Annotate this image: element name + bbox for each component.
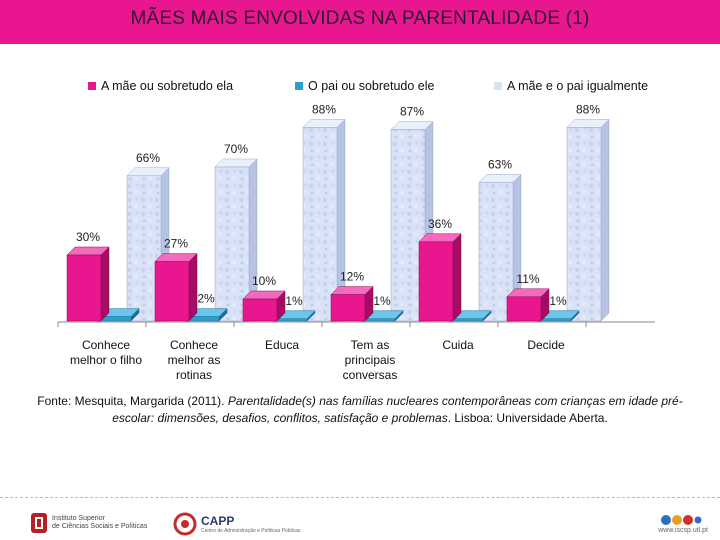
legend-label-both: A mãe e o pai igualmente: [507, 79, 649, 93]
category-label-4: Cuida: [442, 338, 474, 352]
data-label-s1-c2: 1%: [285, 294, 303, 308]
category-label-line: Decide: [527, 338, 565, 352]
data-label-s2-c3: 87%: [400, 105, 424, 119]
data-label-s2-c2: 88%: [312, 102, 336, 116]
bar-s0-c2: [242, 298, 278, 322]
category-label-line: Conhece: [170, 338, 218, 352]
bar-s0-c5: [506, 296, 542, 322]
data-label-s0-c1: 27%: [164, 237, 188, 251]
data-label-s0-c2: 10%: [252, 274, 276, 288]
category-label-line: Educa: [265, 338, 299, 352]
legend-label-mother: A mãe ou sobretudo ela: [101, 79, 234, 93]
data-label-s0-c5: 11%: [516, 272, 539, 286]
data-label-s0-c3: 12%: [340, 270, 364, 284]
data-label-s0-c4: 36%: [428, 217, 452, 231]
capp-logo: CAPP Centro de Administração e Políticas…: [173, 512, 301, 536]
bar-s2-c0: [126, 175, 162, 322]
legend-item-both: A mãe e o pai igualmente: [494, 79, 648, 93]
bar-s0-c1: [154, 261, 190, 322]
bar-s0-c3: [330, 294, 366, 322]
footer-url: www.iscsp.utl.pt: [658, 527, 708, 534]
bar-chart: 30% 27% 10% 12% 36% 11% 2% 1% 1% 1% 66% 70% 88% 87% 63…: [57, 102, 655, 382]
iscsp-logo: Instituto Superior de Ciências Sociais e…: [30, 512, 147, 534]
capp-sub: Centro de Administração e Políticas Públ…: [201, 527, 301, 534]
bar-side-s0-c1: [188, 252, 198, 322]
category-label-line: Conhece: [82, 338, 130, 352]
category-label-2: Educa: [265, 338, 299, 352]
bar-s2-c5: [566, 127, 602, 322]
bar-s0-c4: [418, 241, 454, 322]
data-label-s1-c3: 1%: [373, 294, 391, 308]
bar-s2-c2: [302, 127, 338, 322]
bar-side-s2-c5: [600, 118, 610, 322]
legend-swatch-both: [494, 82, 502, 90]
iscsp-line1: Instituto Superior: [52, 515, 105, 522]
category-label-5: Decide: [527, 338, 565, 352]
data-label-s2-c5: 88%: [576, 102, 600, 116]
category-label-line: conversas: [343, 368, 398, 382]
data-label-s2-c1: 70%: [224, 142, 248, 156]
source-citation: Fonte: Mesquita, Margarida (2011). Paren…: [20, 393, 700, 427]
iscsp-line2: de Ciências Sociais e Políticas: [52, 523, 148, 530]
category-label-line: principais: [345, 353, 396, 367]
legend-swatch-father: [295, 82, 303, 90]
legend-label-father: O pai ou sobretudo ele: [308, 79, 435, 93]
title-banner: MÃES MAIS ENVOLVIDAS NA PARENTALIDADE (1…: [0, 0, 720, 44]
category-label-line: melhor as: [168, 353, 221, 367]
bar-s0-c0: [66, 254, 102, 322]
source-suffix: . Lisboa: Universidade Aberta.: [447, 411, 608, 425]
iscsp-emblem-icon: [31, 513, 47, 533]
data-label-s0-c0: 30%: [76, 230, 100, 244]
capp-name: CAPP: [201, 513, 235, 528]
bar-side-s0-c0: [100, 246, 110, 322]
legend-swatch-mother: [88, 82, 96, 90]
category-label-line: Cuida: [442, 338, 474, 352]
category-label-1: Conhece melhor as rotinas: [168, 338, 221, 382]
legend-item-father: O pai ou sobretudo ele: [295, 79, 434, 93]
data-label-s1-c1: 2%: [197, 292, 215, 306]
category-label-line: Tem as: [351, 338, 390, 352]
bar-s2-c1: [214, 166, 250, 322]
category-label-line: rotinas: [176, 368, 212, 382]
data-label-s2-c0: 66%: [136, 151, 160, 165]
category-label-3: Tem as principais conversas: [343, 338, 398, 382]
data-label-s2-c4: 63%: [488, 157, 512, 171]
legend-item-mother: A mãe ou sobretudo ela: [88, 79, 233, 93]
category-label-line: melhor o filho: [70, 353, 142, 367]
source-title: Parentalidade(s) nas famílias nucleares …: [112, 394, 683, 425]
footer-divider: [0, 497, 720, 498]
data-label-s1-c5: 1%: [549, 294, 567, 308]
footer-dots-icon: [661, 515, 702, 525]
bar-side-s0-c4: [452, 233, 462, 322]
source-prefix: Fonte: Mesquita, Margarida (2011).: [37, 394, 228, 408]
page-title: MÃES MAIS ENVOLVIDAS NA PARENTALIDADE (1…: [130, 8, 590, 29]
capp-emblem-icon: [173, 512, 197, 536]
category-label-0: Conhece melhor o filho: [70, 338, 142, 367]
